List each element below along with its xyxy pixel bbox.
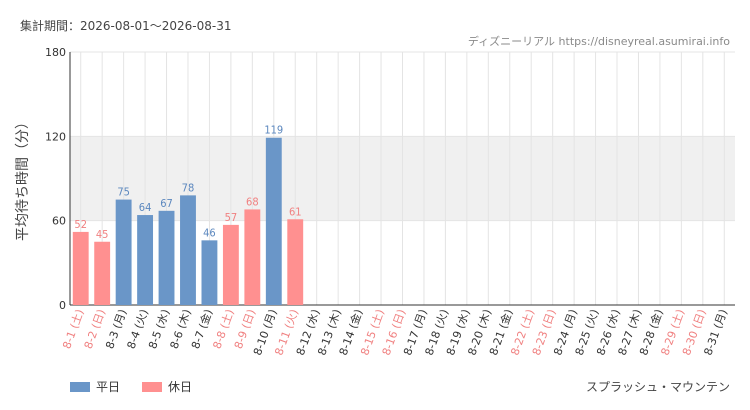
legend: 平日 休日 <box>70 378 192 395</box>
bar-value-label: 45 <box>96 228 109 241</box>
bar-value-label: 119 <box>264 124 283 137</box>
bar <box>94 241 111 305</box>
bar-value-label: 46 <box>203 226 216 239</box>
legend-label-holiday: 休日 <box>168 380 193 394</box>
bar-value-label: 57 <box>225 211 238 224</box>
bar-value-label: 78 <box>182 181 195 194</box>
bar-value-label: 68 <box>246 195 259 208</box>
bar <box>158 210 175 305</box>
bar-value-label: 75 <box>117 186 130 199</box>
bar <box>287 219 304 305</box>
bar <box>244 209 261 305</box>
legend-item-weekday: 平日 <box>70 378 120 395</box>
bar <box>115 199 132 305</box>
attraction-name: スプラッシュ・マウンテン <box>585 380 730 394</box>
legend-item-holiday: 休日 <box>142 378 192 395</box>
legend-label-weekday: 平日 <box>96 380 121 394</box>
source-label: ディズニーリアル https://disneyreal.asumirai.inf… <box>467 35 730 48</box>
bar <box>201 240 218 305</box>
bar <box>137 215 154 305</box>
legend-swatch-weekday <box>70 381 90 392</box>
bar <box>180 195 196 305</box>
bar <box>265 137 282 305</box>
bar-value-label: 52 <box>74 218 87 231</box>
bar <box>222 224 239 305</box>
legend-swatch-holiday <box>142 381 163 392</box>
bar <box>72 231 89 305</box>
y-tick-label: 0 <box>59 299 66 312</box>
bar-value-label: 67 <box>160 197 173 210</box>
bar-value-label: 61 <box>289 205 302 218</box>
bar-value-label: 64 <box>139 201 152 214</box>
y-tick-label: 180 <box>45 46 66 59</box>
y-tick-label: 120 <box>45 130 66 143</box>
period-label: 集計期間：2026-08-01～2026-08-31 <box>20 19 232 33</box>
y-tick-label: 60 <box>52 215 66 228</box>
